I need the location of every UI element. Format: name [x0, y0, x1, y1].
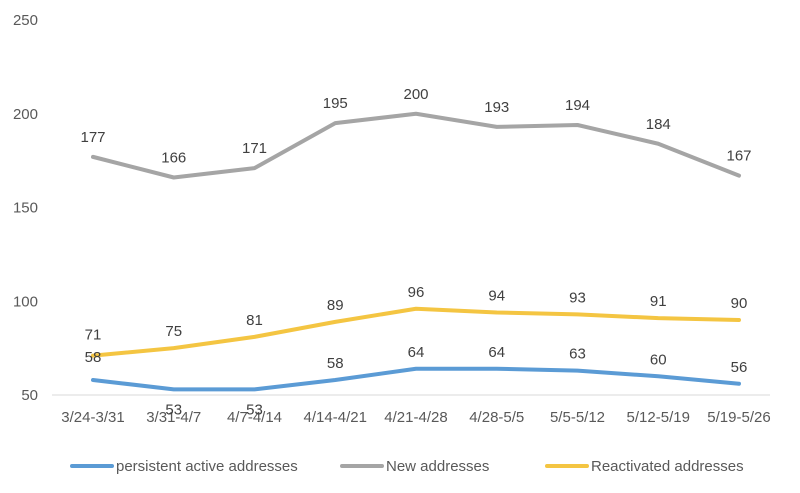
data-label: 53	[165, 401, 182, 418]
data-label: 81	[246, 312, 263, 329]
x-tick-label: 3/31-4/7	[146, 409, 201, 426]
data-label: 60	[650, 351, 667, 368]
data-label: 94	[488, 288, 505, 305]
data-label: 89	[327, 297, 344, 314]
x-tick-label: 5/5-5/12	[550, 409, 605, 426]
data-label: 93	[569, 289, 586, 306]
series-line-persistent-active-addresses	[91, 366, 741, 392]
data-label: 195	[323, 95, 348, 112]
y-tick-label: 250	[13, 12, 38, 29]
y-tick-label: 200	[13, 106, 38, 123]
data-label: 90	[731, 295, 748, 312]
series-lines	[91, 111, 741, 392]
data-label: 167	[726, 148, 751, 165]
legend-label: persistent active addresses	[116, 458, 298, 475]
data-label: 58	[85, 349, 102, 366]
data-label: 64	[488, 344, 505, 361]
x-tick-label: 4/7-4/14	[227, 409, 282, 426]
data-label: 184	[646, 116, 671, 133]
data-label: 177	[80, 129, 105, 146]
data-label: 56	[731, 359, 748, 376]
data-label: 71	[85, 327, 102, 344]
data-label: 63	[569, 346, 586, 363]
x-tick-label: 4/21-4/28	[384, 409, 447, 426]
data-label: 53	[246, 401, 263, 418]
data-label: 58	[327, 355, 344, 372]
x-tick-label: 5/19-5/26	[707, 409, 770, 426]
series-line-reactivated-addresses	[91, 306, 741, 358]
x-tick-label: 4/28-5/5	[469, 409, 524, 426]
legend: persistent active addresses New addresses…	[70, 458, 744, 475]
data-label: 171	[242, 140, 267, 157]
y-tick-label: 50	[21, 387, 38, 404]
x-tick-label: 4/14-4/21	[304, 409, 367, 426]
data-label: 194	[565, 97, 590, 114]
data-label: 64	[408, 344, 425, 361]
x-tick-label: 3/24-3/31	[61, 409, 124, 426]
data-label: 166	[161, 150, 186, 167]
series-line-new-addresses	[91, 111, 741, 180]
legend-label: Reactivated addresses	[591, 458, 744, 475]
data-label: 91	[650, 293, 667, 310]
data-label: 193	[484, 99, 509, 116]
x-tick-label: 5/12-5/19	[627, 409, 690, 426]
data-label: 200	[403, 86, 428, 103]
data-label: 96	[408, 284, 425, 301]
legend-label: New addresses	[386, 458, 489, 475]
y-tick-label: 150	[13, 200, 38, 217]
data-labels: 58 53 53 58 64 64 63 60 56 177 166 171 195 200 193 194 1…	[80, 86, 751, 419]
y-tick-label: 100	[13, 293, 38, 310]
data-label: 75	[165, 323, 182, 340]
x-axis: 3/24-3/31 3/31-4/7 4/7-4/14 4/14-4/21 4/21-4…	[61, 409, 770, 426]
y-axis: 50 100 150 200 250	[13, 12, 38, 404]
